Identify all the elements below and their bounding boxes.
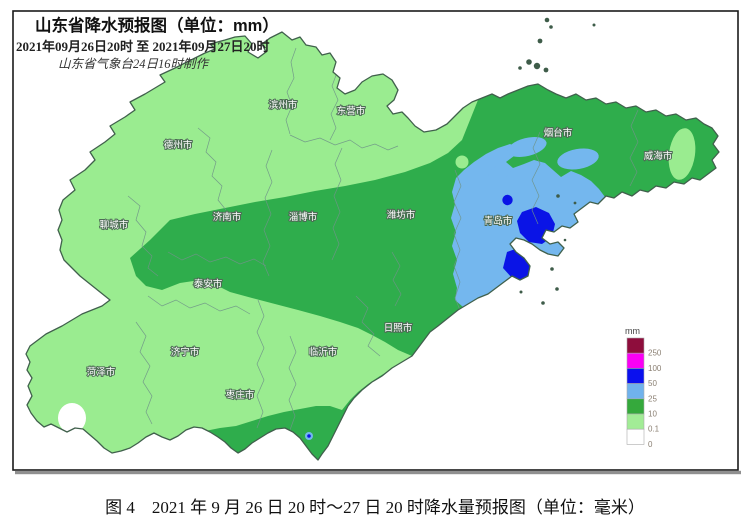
province-outline (25, 31, 720, 461)
city-label-dongying: 东营市 (337, 105, 366, 117)
city-label-jinan: 济南市 (213, 211, 242, 223)
city-label-yantai: 烟台市 (544, 127, 573, 139)
legend-swatch-100 (626, 352, 645, 369)
prefecture-boundaries (127, 47, 639, 431)
legend-value-0.1: 0.1 (648, 425, 660, 434)
map-issued-by: 山东省气象台24日16时制作 (58, 57, 211, 71)
region-moderate-rain-band (130, 68, 719, 362)
figure-caption: 图 4 2021 年 9 月 26 日 20 时～27 日 20 时降水量预报图… (105, 498, 645, 517)
legend-value-50: 50 (648, 379, 657, 388)
city-label-weihai: 威海市 (644, 150, 673, 162)
city-label-liaocheng: 聊城市 (100, 219, 129, 231)
legend-value-0: 0 (648, 440, 653, 449)
legend-value-25: 25 (648, 394, 657, 403)
city-label-heze: 菏泽市 (87, 366, 116, 378)
legend: mm 250 100 50 25 10 0.1 0 (625, 326, 662, 449)
city-label-qingdao: 青岛市 (484, 215, 513, 227)
region-no-rain-patch (58, 403, 86, 433)
city-label-zibo: 淄博市 (289, 211, 318, 223)
city-label-taian: 泰安市 (194, 278, 223, 290)
city-label-zaozhuang: 枣庄市 (226, 389, 255, 401)
legend-title: mm (625, 326, 640, 336)
legend-swatch-10 (626, 398, 645, 415)
legend-swatch-0.1 (626, 413, 645, 430)
region-heavy-rain-patch (507, 137, 547, 157)
legend-swatch-50 (626, 368, 645, 384)
region-light-rain-patch (455, 155, 469, 169)
city-label-rizhao: 日照市 (384, 322, 413, 334)
map-period: 2021年09月26日20时 至 2021年09月27日20时 (16, 39, 270, 54)
islands (518, 17, 596, 305)
legend-value-250: 250 (648, 349, 662, 358)
city-label-jining: 济宁市 (171, 346, 200, 358)
city-label-dezhou: 德州市 (164, 139, 193, 151)
region-rainstorm-dot (502, 194, 513, 206)
legend-value-10: 10 (648, 410, 657, 419)
city-label-weifang: 潍坊市 (387, 209, 416, 221)
region-light-rain-patch-east (668, 128, 696, 180)
region-heavy-rain-patch (557, 148, 599, 170)
city-label-linyi: 临沂市 (309, 346, 338, 358)
city-label-binzhou: 滨州市 (269, 99, 298, 111)
legend-swatch-25 (626, 383, 645, 400)
frame-shadow (15, 470, 741, 475)
region-heavy-rain-patch (488, 163, 512, 181)
legend-swatch-0 (626, 428, 645, 445)
region-small-blue-dot-core (307, 434, 311, 438)
legend-swatch-250 (626, 337, 645, 354)
legend-value-100: 100 (648, 364, 662, 373)
map-title: 山东省降水预报图（单位：mm） (35, 15, 279, 35)
